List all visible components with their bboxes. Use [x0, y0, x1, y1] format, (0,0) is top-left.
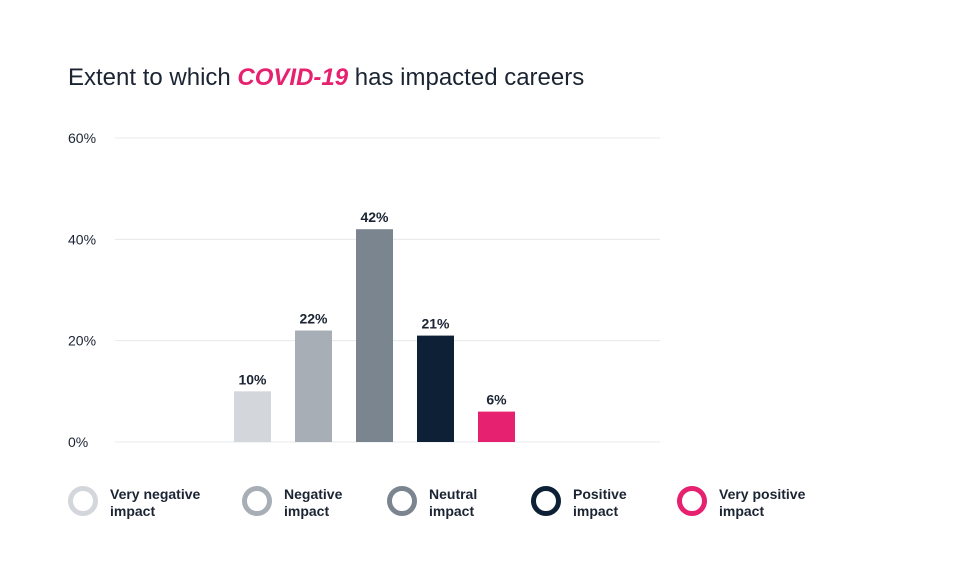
legend-swatch-very-positive [677, 486, 707, 516]
title-suffix: has impacted careers [348, 64, 585, 91]
chart-title: Extent to which COVID-19 has impacted ca… [68, 62, 584, 94]
legend-swatch-positive [531, 486, 561, 516]
legend-item-very-negative: Very negative impact [68, 486, 220, 520]
bar [295, 330, 332, 442]
bar [234, 391, 271, 442]
bar [478, 411, 515, 442]
legend-item-negative: Negative impact [242, 486, 394, 520]
legend-item-very-positive: Very positive impact [677, 486, 829, 520]
legend-label-very-negative: Very negative impact [110, 486, 220, 520]
y-tick-label: 20% [68, 333, 96, 349]
legend-label-negative: Negative impact [284, 486, 394, 520]
bar [417, 335, 454, 442]
legend-swatch-very-negative [68, 486, 98, 516]
legend-label-line2: impact [573, 503, 619, 519]
legend-item-neutral: Neutral impact [387, 486, 539, 520]
title-prefix: Extent to which [68, 64, 238, 91]
bar-value-label: 21% [421, 316, 450, 332]
legend-label-positive: Positive impact [573, 486, 683, 520]
chart-legend: Very negative impact Negative impact Neutr… [0, 486, 971, 526]
bar-value-label: 22% [299, 311, 328, 327]
bar [356, 229, 393, 442]
legend-swatch-negative [242, 486, 272, 516]
legend-swatch-neutral [387, 486, 417, 516]
bar-value-label: 6% [486, 392, 507, 408]
legend-label-line2: impact [284, 503, 330, 519]
title-highlight: COVID-19 [237, 64, 349, 91]
legend-label-line2: impact [110, 503, 156, 519]
legend-label-line1: Positive [573, 486, 627, 502]
bar-value-label: 42% [360, 209, 389, 225]
legend-label-line1: Neutral [429, 486, 478, 502]
legend-label-very-positive: Very positive impact [719, 486, 829, 520]
legend-label-line2: impact [429, 503, 475, 519]
bar-value-label: 10% [238, 371, 267, 387]
legend-label-line1: Very positive [719, 486, 806, 502]
bar-chart: 0% 20% 40% 60% 10% 22% 42% 21% 6% [68, 130, 660, 450]
legend-label-line1: Very negative [110, 486, 201, 502]
legend-item-positive: Positive impact [531, 486, 683, 520]
y-tick-label: 60% [68, 130, 96, 146]
legend-label-line2: impact [719, 503, 765, 519]
legend-label-neutral: Neutral impact [429, 486, 539, 520]
y-tick-label: 40% [68, 231, 96, 247]
y-tick-label: 0% [68, 434, 88, 450]
legend-label-line1: Negative [284, 486, 343, 502]
